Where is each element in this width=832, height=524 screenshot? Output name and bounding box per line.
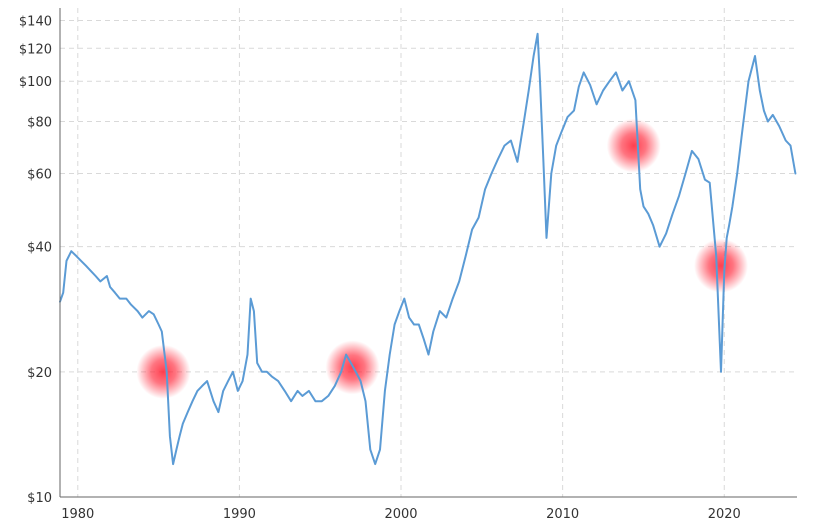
highlight-marker: [694, 238, 749, 293]
highlight-markers: [136, 118, 749, 399]
series-line: [59, 32, 797, 466]
y-tick-label: $10: [27, 491, 52, 506]
y-tick-label: $80: [27, 116, 52, 131]
highlight-marker: [136, 344, 191, 399]
x-tick-label: 1980: [61, 507, 94, 522]
y-tick-label: $60: [27, 167, 52, 182]
grid-lines: [60, 8, 797, 497]
axes: [59, 8, 797, 498]
x-tick-label: 2020: [708, 507, 741, 522]
y-tick-label: $20: [27, 366, 52, 381]
x-tick-label: 1990: [223, 507, 256, 522]
y-tick-label: $140: [19, 14, 52, 29]
tick-labels: $10 $20 $40 $60 $80 $100 $120 $140 1980 1990 2000 2…: [19, 14, 741, 522]
series-layer: [59, 32, 797, 466]
y-tick-label: $100: [19, 75, 52, 90]
x-tick-label: 2000: [384, 507, 417, 522]
x-tick-label: 2010: [546, 507, 579, 522]
highlight-marker: [606, 118, 661, 173]
y-tick-label: $40: [27, 241, 52, 256]
y-tick-label: $120: [19, 42, 52, 57]
